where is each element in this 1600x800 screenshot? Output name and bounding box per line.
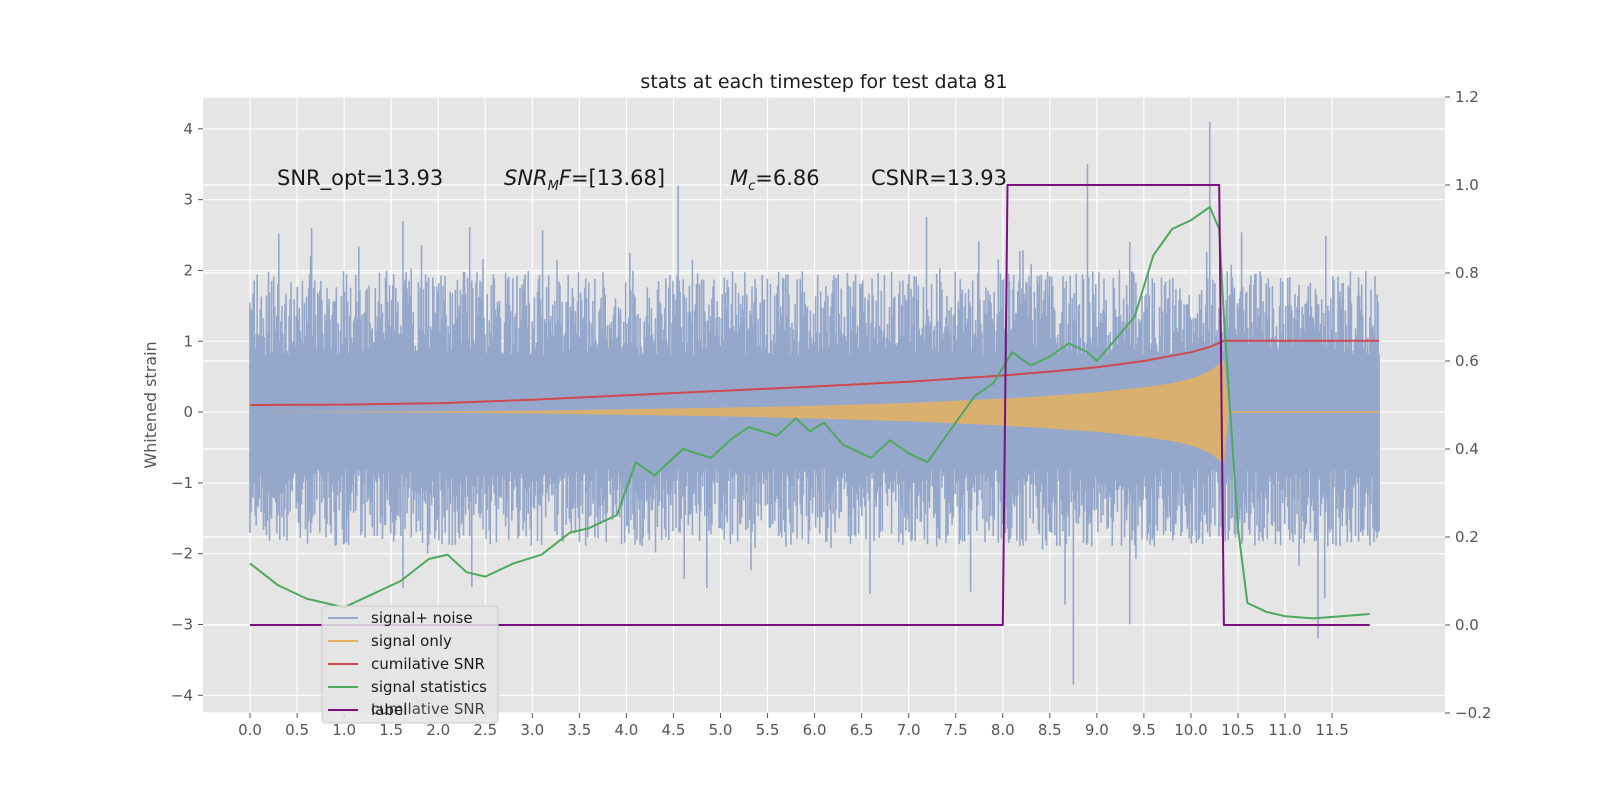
x-tick-label: 4.5 — [662, 721, 686, 739]
x-tick-label: 2.5 — [473, 721, 497, 739]
x-tick-label: 10.0 — [1174, 721, 1207, 739]
y-tick-label: 4 — [183, 120, 193, 138]
x-tick-label: 5.0 — [709, 721, 733, 739]
legend: cumilative SNR signal+ noise signal only c… — [321, 605, 499, 724]
legend-label: signal only — [371, 632, 452, 650]
x-tick-label: 9.5 — [1132, 721, 1156, 739]
legend-label: signal statistics — [371, 678, 487, 696]
signal-only-series — [250, 359, 1380, 466]
y-tick-label: 1 — [183, 332, 193, 350]
y2-tick-label: 1.2 — [1455, 88, 1479, 106]
x-tick-label: 5.5 — [756, 721, 780, 739]
x-tick-label: 3.5 — [567, 721, 591, 739]
y2-tick-label: 0.8 — [1455, 264, 1479, 282]
annotation-csnr: CSNR=13.93 — [871, 166, 1007, 190]
x-tick-label: 4.0 — [614, 721, 638, 739]
x-tick-label: 0.5 — [285, 721, 309, 739]
x-tick-label: 1.0 — [332, 721, 356, 739]
y2-tick-label: 1.0 — [1455, 176, 1479, 194]
legend-label: cumilative SNR — [371, 655, 485, 673]
series-line-cumilative-snr — [249, 339, 1380, 406]
y-tick-label: −3 — [171, 615, 193, 633]
x-tick-label: 3.0 — [520, 721, 544, 739]
annotation-snr-mf: SNRMF=[13.68] — [504, 166, 665, 194]
y2-tick-label: 0.2 — [1455, 528, 1479, 546]
y-tick-label: −2 — [171, 545, 193, 563]
y2-tick-label: 0.6 — [1455, 352, 1479, 370]
series-line-label — [250, 184, 1370, 626]
legend-box — [321, 605, 499, 724]
x-tick-label: 11.0 — [1268, 721, 1301, 739]
y-tick-label: −4 — [171, 686, 193, 704]
legend-label: signal+ noise — [371, 609, 473, 627]
series-line-signal-statistics — [249, 206, 1370, 620]
x-tick-label: 11.5 — [1315, 721, 1348, 739]
x-tick-label: 9.0 — [1085, 721, 1109, 739]
x-tick-label: 10.5 — [1221, 721, 1254, 739]
line-series — [249, 184, 1380, 626]
x-tick-label: 8.5 — [1038, 721, 1062, 739]
snr-annotations: SNR_opt=13.93 SNRMF=[13.68] Mc=6.86 CSNR… — [277, 166, 1007, 194]
legend-label: label — [371, 701, 407, 719]
y2-tick-label: −0.2 — [1455, 704, 1491, 722]
axis-ticks: 0.0 0.5 1.0 1.5 2.0 2.5 3.0 3.5 4.0 4.5 5.0 5.5 6.0 6… — [171, 88, 1492, 739]
legend-overlap-text: cumilative SNR — [371, 700, 485, 718]
x-tick-label: 6.5 — [850, 721, 874, 739]
y-tick-label: −1 — [171, 474, 193, 492]
annotation-snr-opt: SNR_opt=13.93 — [277, 166, 443, 191]
x-tick-label: 7.5 — [944, 721, 968, 739]
y-tick-label: 0 — [183, 403, 193, 421]
x-tick-label: 7.0 — [897, 721, 921, 739]
annotation-mc: Mc=6.86 — [730, 166, 820, 194]
signal-envelope — [250, 359, 1380, 466]
x-tick-label: 2.0 — [426, 721, 450, 739]
x-tick-label: 1.5 — [379, 721, 403, 739]
chart-title: stats at each timestep for test data 81 — [640, 71, 1007, 93]
y-tick-label: 2 — [183, 261, 193, 279]
x-tick-label: 8.0 — [991, 721, 1015, 739]
y2-tick-label: 0.4 — [1455, 440, 1479, 458]
x-tick-label: 6.0 — [803, 721, 827, 739]
y-tick-label: 3 — [183, 191, 193, 209]
y-axis-label: Whitened strain — [141, 341, 160, 468]
x-tick-label: 0.0 — [238, 721, 262, 739]
y2-tick-label: 0.0 — [1455, 616, 1479, 634]
